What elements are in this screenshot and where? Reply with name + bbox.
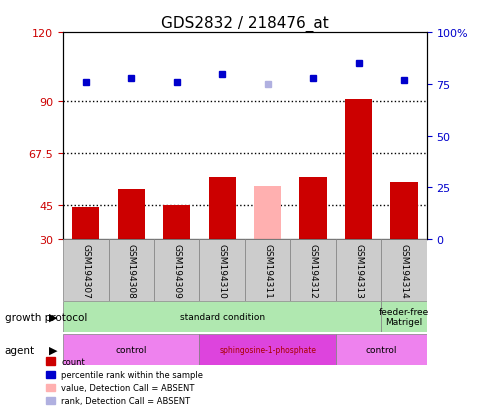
Text: GSM194308: GSM194308 [126, 243, 136, 298]
Bar [344, 100, 372, 240]
FancyBboxPatch shape [335, 240, 380, 301]
Bar [208, 178, 235, 240]
Bar [390, 182, 417, 240]
Legend: count, percentile rank within the sample, value, Detection Call = ABSENT, rank, : count, percentile rank within the sample… [43, 354, 206, 409]
Text: GSM194307: GSM194307 [81, 243, 90, 298]
Text: GSM194310: GSM194310 [217, 243, 226, 298]
Bar [299, 178, 326, 240]
Text: GSM194314: GSM194314 [399, 243, 408, 298]
FancyBboxPatch shape [244, 240, 290, 301]
Text: GSM194312: GSM194312 [308, 243, 317, 298]
Bar [163, 205, 190, 240]
FancyBboxPatch shape [199, 335, 335, 366]
FancyBboxPatch shape [153, 240, 199, 301]
FancyBboxPatch shape [380, 301, 426, 332]
Text: control: control [115, 346, 147, 354]
FancyBboxPatch shape [335, 335, 426, 366]
FancyBboxPatch shape [380, 240, 426, 301]
Text: feeder-free
Matrigel: feeder-free Matrigel [378, 307, 428, 327]
Title: GDS2832 / 218476_at: GDS2832 / 218476_at [161, 16, 328, 32]
Text: GSM194311: GSM194311 [263, 243, 272, 298]
Text: ▶: ▶ [49, 345, 58, 355]
Bar [254, 187, 281, 240]
FancyBboxPatch shape [199, 240, 244, 301]
FancyBboxPatch shape [63, 335, 199, 366]
FancyBboxPatch shape [290, 240, 335, 301]
Text: agent: agent [5, 345, 35, 355]
Text: control: control [365, 346, 396, 354]
Text: ▶: ▶ [49, 312, 58, 322]
Text: GSM194309: GSM194309 [172, 243, 181, 298]
Text: growth protocol: growth protocol [5, 312, 87, 322]
FancyBboxPatch shape [108, 240, 153, 301]
FancyBboxPatch shape [63, 301, 380, 332]
Text: sphingosine-1-phosphate: sphingosine-1-phosphate [219, 346, 316, 354]
Bar [117, 189, 145, 240]
FancyBboxPatch shape [63, 240, 108, 301]
Text: GSM194313: GSM194313 [353, 243, 363, 298]
Bar [72, 207, 99, 240]
Text: standard condition: standard condition [179, 313, 264, 321]
